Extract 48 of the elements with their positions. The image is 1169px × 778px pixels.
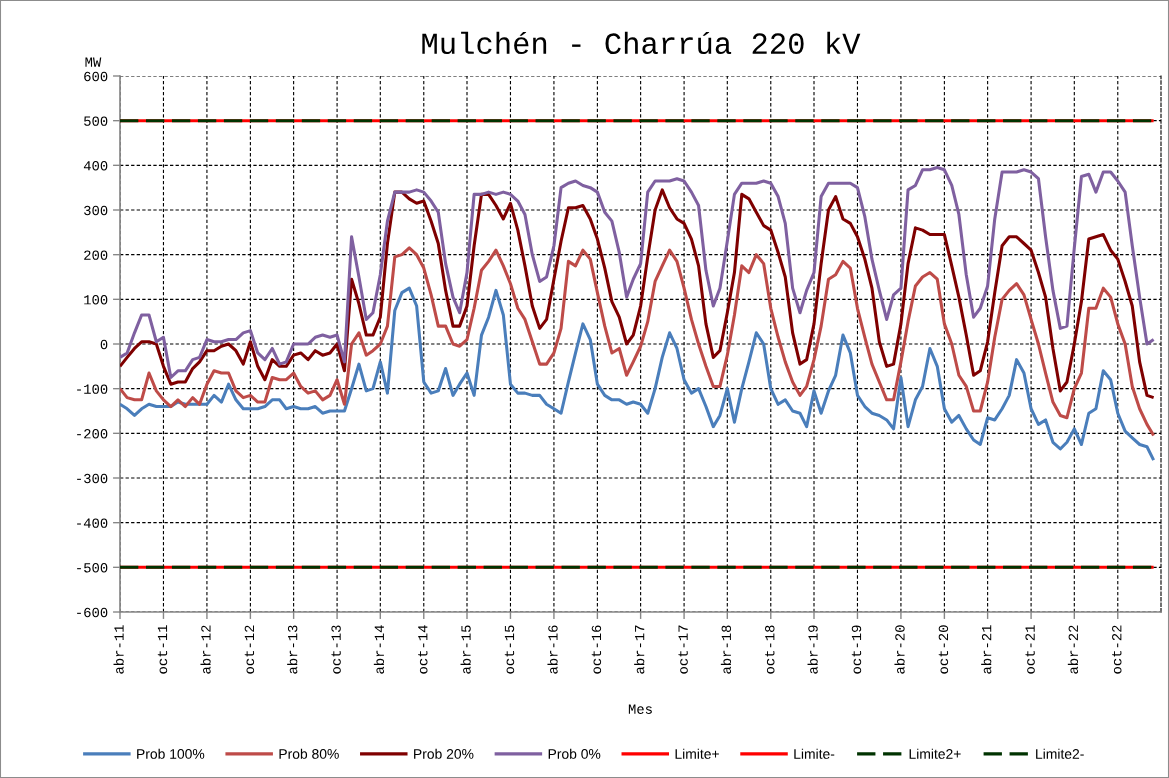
chart-title: Mulchén - Charrúa 220 kV [422, 31, 861, 55]
x-tick-label: oct-12 [244, 625, 255, 674]
y-axis-title: MW [85, 57, 102, 67]
x-tick-label: oct-17 [678, 625, 688, 674]
x-tick-label: abr-22 [1067, 625, 1079, 674]
y-tick-label: 400 [83, 161, 108, 171]
x-tick-label: oct-19 [851, 625, 862, 674]
y-tick-label: 500 [84, 116, 108, 126]
y-tick-label: -300 [77, 473, 108, 484]
x-tick-label: oct-16 [591, 625, 602, 674]
legend-label: Prob 100% [137, 748, 205, 759]
x-tick-label: abr-17 [634, 625, 645, 674]
y-tick-label: -100 [77, 384, 108, 394]
legend-label: Limite2- [1036, 748, 1084, 759]
y-tick-label: 200 [84, 250, 108, 260]
x-tick-label: abr-11 [113, 625, 124, 674]
x-tick-label: abr-16 [547, 625, 558, 674]
x-tick-label: oct-22 [1112, 625, 1122, 674]
y-tick-label: 0 [100, 339, 108, 350]
x-tick-label: oct-11 [157, 625, 168, 674]
x-tick-label: oct-15 [504, 625, 515, 674]
legend-label: Prob 20% [414, 748, 474, 759]
x-tick-label: abr-15 [460, 625, 471, 674]
x-tick-label: oct-20 [938, 625, 949, 674]
x-tick-label: abr-20 [894, 625, 905, 674]
x-tick-label: abr-18 [720, 625, 732, 674]
y-tick-label: 100 [84, 295, 108, 305]
legend-label: Limite+ [675, 748, 719, 759]
legend-label: Prob 80% [279, 748, 339, 759]
legend-label: Limite2+ [909, 748, 961, 759]
x-tick-label: oct-14 [418, 625, 428, 674]
y-tick-label: -600 [77, 607, 108, 618]
y-tick-label: 600 [84, 71, 108, 82]
x-tick-label: abr-12 [200, 625, 211, 674]
x-tick-label: abr-21 [981, 625, 992, 674]
legend-label: Prob 0% [548, 748, 601, 759]
y-tick-label: -400 [77, 518, 108, 528]
y-tick-label: -200 [77, 429, 108, 439]
legend-label: Limite- [794, 748, 835, 759]
x-tick-label: oct-13 [331, 625, 341, 674]
y-tick-label: -500 [77, 563, 108, 573]
x-axis-title: Mes [628, 704, 652, 714]
y-tick-label: 300 [84, 205, 108, 216]
x-tick-label: abr-13 [287, 625, 298, 674]
x-tick-label: abr-19 [807, 625, 818, 674]
x-tick-label: oct-18 [765, 625, 775, 674]
x-tick-label: oct-21 [1025, 625, 1035, 674]
x-tick-label: abr-14 [373, 625, 385, 674]
